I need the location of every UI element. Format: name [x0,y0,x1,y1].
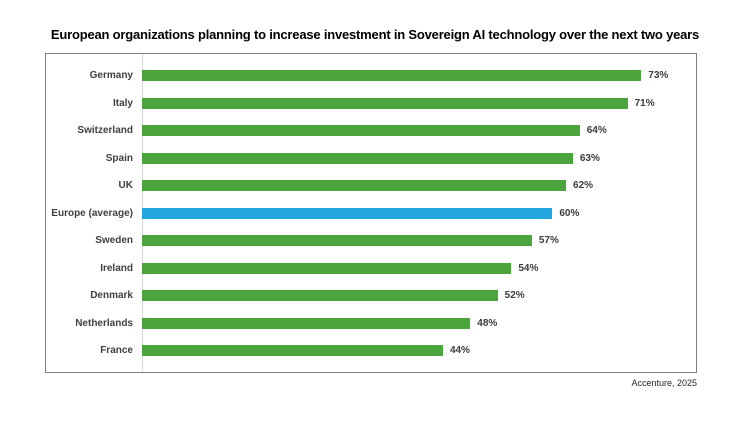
bar-row: Europe (average) 60% [46,200,696,227]
bar-row: Spain 63% [46,145,696,172]
value-label: 54% [518,262,539,274]
value-label: 48% [477,317,498,329]
category-label: UK [118,180,133,191]
category-label: Denmark [90,290,133,301]
category-label: France [100,345,133,356]
bar-rows: Germany 73% Italy 71% Switzerland 64% Spain 63%… [46,54,696,372]
bar-track: 60% [142,207,696,219]
bar [142,125,580,136]
category-label: Europe (average) [51,207,133,219]
bar [142,97,628,109]
bar-row: Switzerland 64% [46,117,696,144]
bar-row: France 44% [46,337,696,364]
value-label: 71% [634,97,655,109]
bar-track: 63% [142,152,696,164]
bar-track: 54% [142,262,696,274]
value-label: 73% [648,70,669,81]
plot-area: Germany 73% Italy 71% Switzerland 64% Spain 63%… [45,53,697,373]
bar-track: 52% [142,290,696,301]
category-label: Spain [105,152,133,164]
bar-row: UK 62% [46,172,696,199]
bar-row: Ireland 54% [46,255,696,282]
bar [142,235,532,246]
value-label: 63% [579,152,600,164]
bar-track: 62% [142,180,696,191]
bar [142,70,642,81]
bar-track: 44% [142,345,696,356]
value-label: 64% [586,125,607,136]
bar [142,262,512,274]
bar [142,180,567,191]
bar-track: 64% [142,125,696,136]
bar [142,152,573,164]
value-label: 52% [504,290,525,301]
bar-track: 57% [142,235,696,246]
source-label: Accenture, 2025 [631,378,697,388]
value-label: 44% [449,345,470,356]
bar-track: 71% [142,97,696,109]
bar-track: 48% [142,317,696,329]
bar [142,290,498,301]
category-label: Italy [112,97,133,109]
bar [142,345,443,356]
bar-row: Italy 71% [46,90,696,117]
category-label: Switzerland [77,125,133,136]
value-label: 57% [538,235,559,246]
bar-row: Netherlands 48% [46,310,696,337]
category-label: Sweden [95,235,133,246]
bar-row: Denmark 52% [46,282,696,309]
category-label: Germany [89,70,133,81]
bar-row: Sweden 57% [46,227,696,254]
category-label: Ireland [100,262,133,274]
chart-title: European organizations planning to incre… [50,27,700,42]
category-label: Netherlands [75,317,133,329]
bar-track: 73% [142,70,696,81]
bar-row: Germany 73% [46,62,696,89]
value-label: 62% [573,180,594,191]
value-label: 60% [559,207,580,219]
bar [142,317,471,329]
highlight-bar [142,207,553,219]
